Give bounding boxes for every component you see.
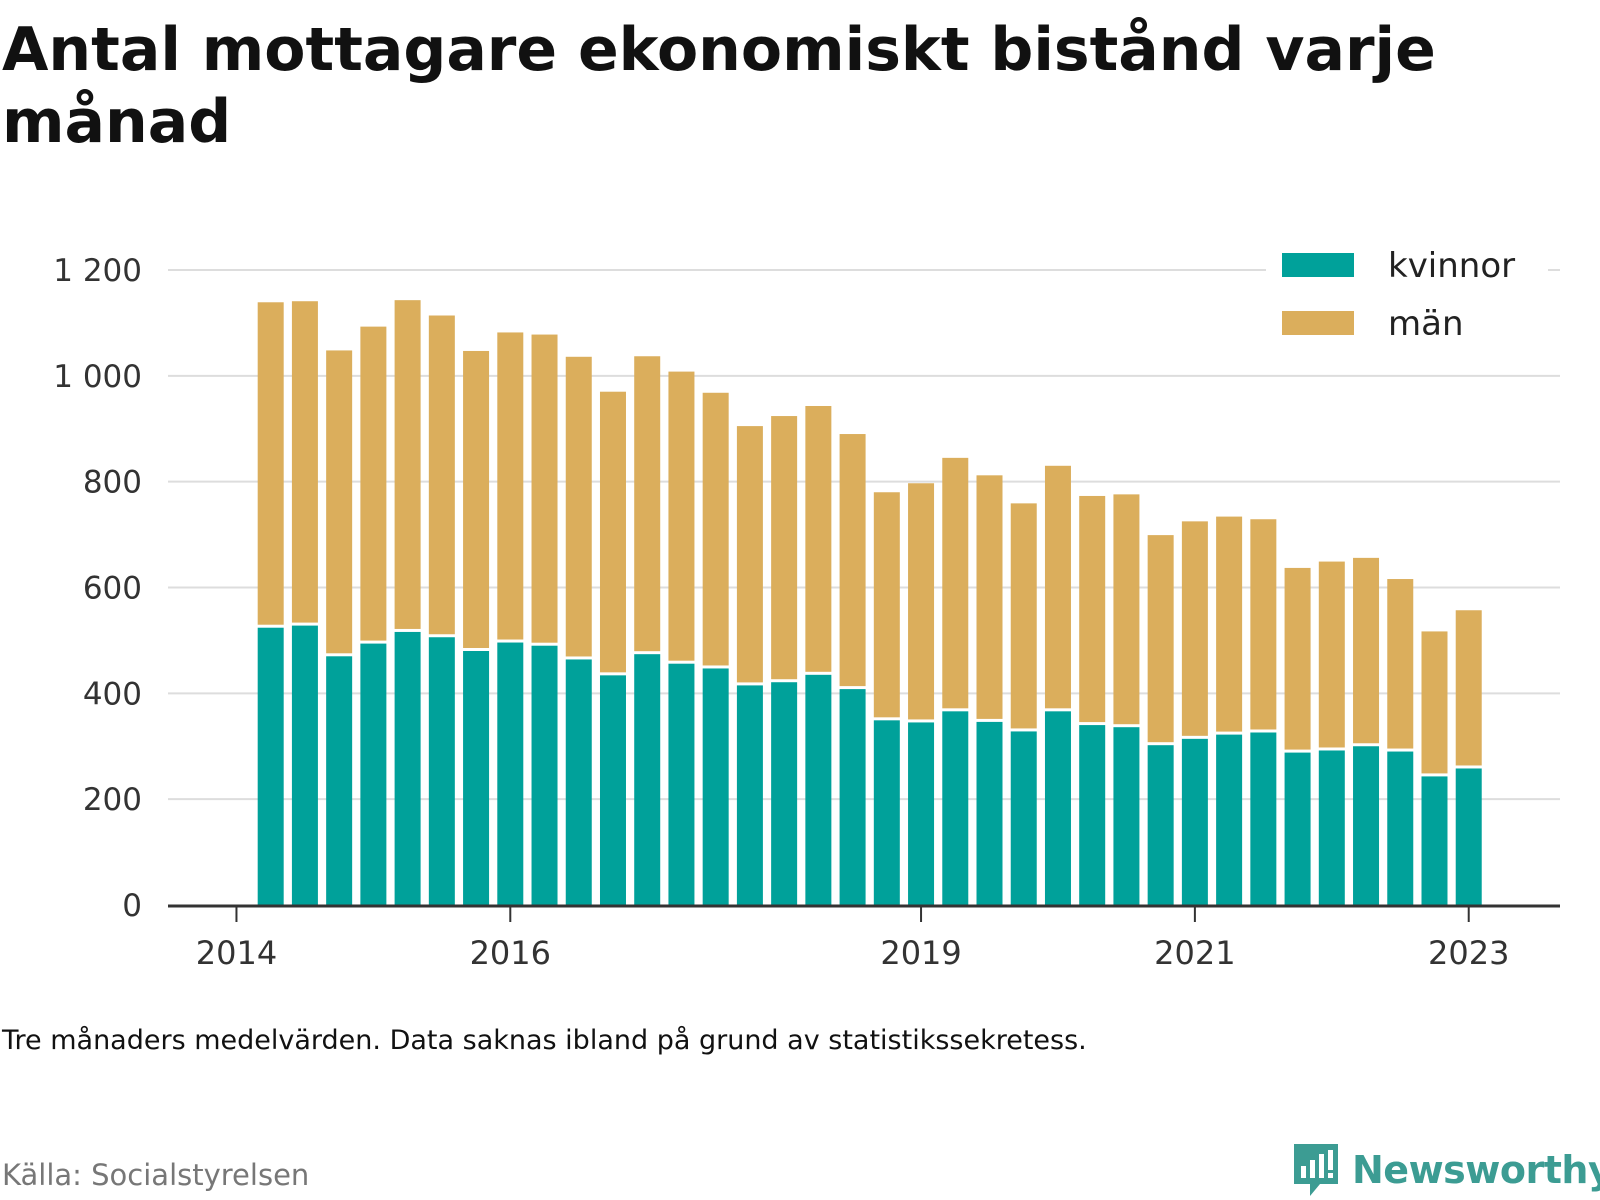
bar-kvinnor [1010, 731, 1037, 905]
bar-man [634, 356, 661, 652]
bar-kvinnor [1216, 734, 1243, 905]
bar-man [497, 332, 524, 640]
bar-man [942, 457, 969, 709]
bar-kvinnor [1284, 752, 1311, 905]
bar-man [668, 371, 695, 661]
bar-man [736, 426, 763, 683]
bar-man [1113, 494, 1140, 725]
y-tick-label: 1 000 [53, 359, 142, 395]
bar-man [394, 300, 421, 629]
bar-kvinnor [1079, 725, 1106, 905]
bar-kvinnor [326, 656, 353, 905]
bar-man [702, 392, 729, 666]
bar-man [976, 475, 1003, 719]
bar-kvinnor [1181, 738, 1208, 905]
bar-kvinnor [1318, 750, 1345, 905]
bar-man [463, 350, 490, 648]
bar-kvinnor [908, 722, 935, 905]
legend: kvinnor män [1266, 240, 1548, 352]
bar-kvinnor [463, 651, 490, 905]
bar-man [326, 350, 353, 654]
x-tick-label: 2021 [1154, 934, 1235, 972]
legend-label: män [1388, 304, 1464, 344]
axes: 0 200 400 600 800 1 000 1 200 2014 2016 2019 2021 2… [53, 253, 1560, 972]
bar-kvinnor [1044, 711, 1071, 905]
legend-swatch [1282, 253, 1354, 277]
bar-man [257, 302, 284, 625]
bar-kvinnor [497, 642, 524, 905]
bar-kvinnor [942, 711, 969, 905]
bar-man [873, 492, 900, 718]
bar-kvinnor [394, 631, 421, 905]
bar-kvinnor [428, 637, 455, 905]
bar-man [1044, 465, 1071, 709]
chart-canvas: 0 200 400 600 800 1 000 1 200 2014 2016 2019 2021 2… [53, 240, 1560, 972]
bar-man [1318, 561, 1345, 748]
bar-kvinnor [1147, 745, 1174, 905]
bar-kvinnor [736, 685, 763, 905]
bar-kvinnor [805, 674, 832, 905]
bar-man [771, 416, 798, 680]
x-tick-label: 2019 [880, 934, 961, 972]
bar-man [1181, 521, 1208, 736]
bar-kvinnor [634, 654, 661, 905]
bar-man [1284, 567, 1311, 750]
bar-man [531, 334, 558, 643]
bar-man [599, 391, 626, 673]
bar-kvinnor [1113, 727, 1140, 905]
y-tick-label: 1 200 [53, 253, 142, 289]
bar-man [839, 434, 866, 687]
bar-kvinnor [1421, 776, 1448, 905]
y-tick-label: 600 [83, 571, 142, 607]
bar-kvinnor [702, 668, 729, 905]
newsworthy-logo-icon [1294, 1144, 1338, 1196]
bar-kvinnor [291, 625, 318, 905]
bar-man [1216, 516, 1243, 732]
bar-man [805, 405, 832, 672]
brand-logo: Newsworthy [1290, 1140, 1600, 1200]
y-tick-label: 200 [83, 782, 142, 818]
bar-man [1147, 535, 1174, 743]
bar-man [1387, 579, 1414, 749]
bar-kvinnor [1353, 746, 1380, 905]
bar-man [291, 301, 318, 623]
y-tick-label: 0 [122, 888, 142, 924]
bar-kvinnor [531, 645, 558, 905]
bar-kvinnor [565, 659, 592, 905]
brand-name: Newsworthy [1352, 1148, 1600, 1192]
bar-man [565, 356, 592, 657]
bar-man [1010, 503, 1037, 729]
bar-kvinnor [257, 627, 284, 905]
bar-man [428, 315, 455, 635]
bar-kvinnor [1387, 751, 1414, 905]
bar-man [360, 326, 387, 641]
bar-kvinnor [1455, 768, 1482, 905]
bar-man [908, 483, 935, 720]
legend-label: kvinnor [1388, 246, 1515, 286]
bar-kvinnor [976, 721, 1003, 905]
chart-title: Antal mottagare ekonomiskt bistånd varje… [2, 15, 1436, 157]
bar-kvinnor [771, 682, 798, 905]
bar-man [1421, 631, 1448, 774]
bars [257, 300, 1482, 905]
bar-kvinnor [599, 675, 626, 905]
bar-kvinnor [668, 663, 695, 905]
x-tick-label: 2016 [470, 934, 551, 972]
bar-kvinnor [360, 643, 387, 905]
chart-note: Tre månaders medelvärden. Data saknas ib… [2, 1025, 1087, 1056]
bar-kvinnor [873, 720, 900, 905]
bar-man [1455, 610, 1482, 766]
legend-swatch [1282, 311, 1354, 335]
bar-kvinnor [1250, 732, 1277, 905]
bar-kvinnor [839, 689, 866, 905]
bar-man [1079, 495, 1106, 723]
y-tick-label: 400 [83, 676, 142, 712]
x-tick-label: 2014 [196, 934, 277, 972]
x-tick-label: 2023 [1428, 934, 1509, 972]
y-tick-label: 800 [83, 465, 142, 501]
bar-man [1353, 557, 1380, 744]
bar-man [1250, 519, 1277, 730]
source-label: Källa: Socialstyrelsen [2, 1158, 310, 1192]
